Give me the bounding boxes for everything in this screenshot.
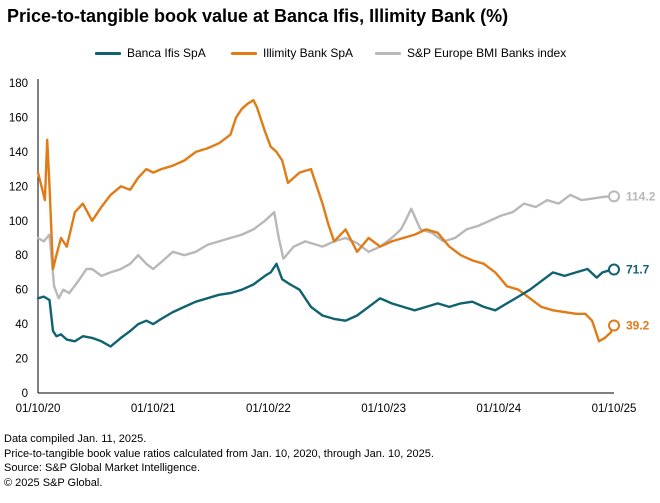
x-tick-label: 01/10/23 xyxy=(361,403,406,415)
line-chart: 0 20 40 60 80 100 120 140 160 180 01/10/20 01/10/21… xyxy=(9,78,656,415)
x-tick-label: 01/10/20 xyxy=(16,403,61,415)
note-methodology: Price-to-tangible book value ratios calc… xyxy=(4,447,434,460)
legend-swatch-illimity xyxy=(231,51,257,55)
y-tick-label: 60 xyxy=(15,285,28,297)
x-tick-label: 01/10/24 xyxy=(476,403,521,415)
y-tick-label: 120 xyxy=(9,181,28,193)
x-tick-label: 01/10/25 xyxy=(592,403,637,415)
x-tick-label: 01/10/21 xyxy=(131,403,176,415)
y-tick-label: 0 xyxy=(22,388,28,400)
series-end-marker-2 xyxy=(608,190,620,203)
legend-swatch-banca-ifis xyxy=(95,51,121,55)
legend-item-banca-ifis: Banca Ifis SpA xyxy=(95,46,206,60)
chart-legend: Banca Ifis SpA Illimity Bank SpA S&P Eur… xyxy=(0,46,660,64)
series-line-1 xyxy=(36,98,616,343)
note-copyright: © 2025 S&P Global. xyxy=(4,476,103,489)
legend-item-sp-index: S&P Europe BMI Banks index xyxy=(375,46,566,60)
legend-label-sp-index: S&P Europe BMI Banks index xyxy=(407,46,567,60)
note-source: Source: S&P Global Market Intelligence. xyxy=(4,462,201,474)
legend-label-illimity: Illimity Bank SpA xyxy=(263,46,354,60)
y-tick-label: 140 xyxy=(9,147,28,159)
chart-title: Price-to-tangible book value at Banca If… xyxy=(7,6,509,26)
series-line-2 xyxy=(36,193,616,300)
legend-item-illimity: Illimity Bank SpA xyxy=(231,46,353,60)
chart-axes: 0 20 40 60 80 100 120 140 160 180 01/10/20 01/10/21… xyxy=(9,78,637,415)
series-end-label-0: 71.7 xyxy=(626,263,650,277)
y-tick-label: 100 xyxy=(9,216,28,228)
chart-plot-area: 114.2 39.2 71.7 xyxy=(36,98,656,348)
note-data-compiled: Data compiled Jan. 11, 2025. xyxy=(4,433,147,445)
series-end-marker-0 xyxy=(608,263,620,276)
y-tick-label: 40 xyxy=(15,319,28,331)
series-line-0 xyxy=(36,262,616,348)
series-end-label-1: 39.2 xyxy=(626,318,650,332)
legend-swatch-sp-index xyxy=(375,51,401,55)
series-end-marker-1 xyxy=(608,319,620,332)
legend-label-banca-ifis: Banca Ifis SpA xyxy=(127,46,206,60)
y-tick-label: 20 xyxy=(15,354,28,366)
x-tick-label: 01/10/22 xyxy=(246,403,291,415)
y-tick-label: 180 xyxy=(9,78,28,90)
y-tick-label: 160 xyxy=(9,112,28,124)
y-tick-label: 80 xyxy=(15,250,28,262)
series-end-label-2: 114.2 xyxy=(626,189,656,203)
chart-notes: Data compiled Jan. 11, 2025. Price-to-ta… xyxy=(4,432,434,490)
